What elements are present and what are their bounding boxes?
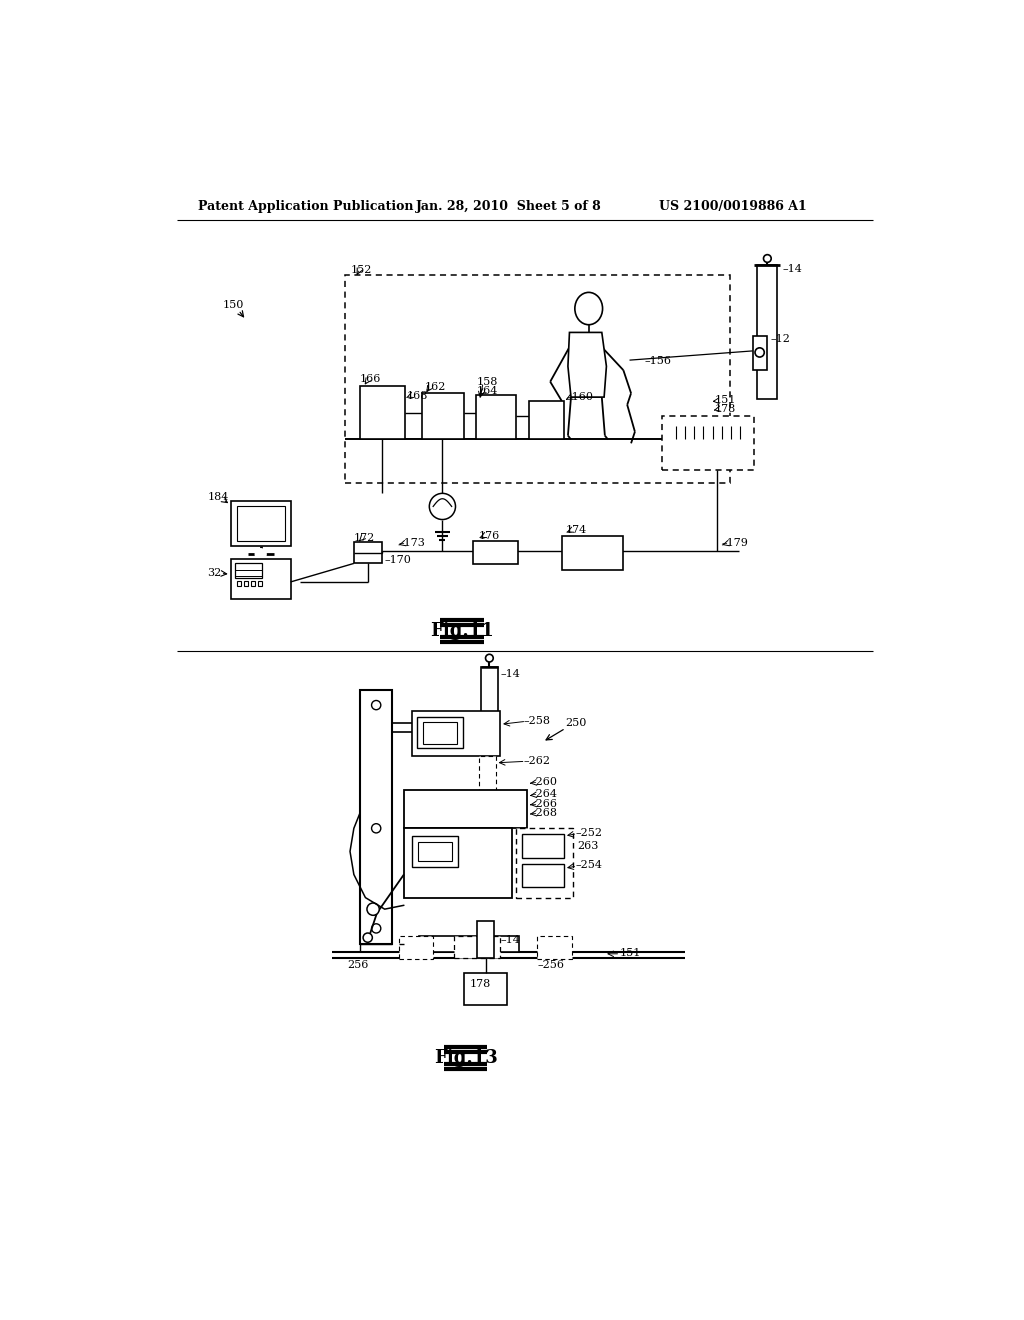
Bar xyxy=(244,581,249,586)
Circle shape xyxy=(429,494,456,520)
Text: 256: 256 xyxy=(348,961,369,970)
Text: –256: –256 xyxy=(538,961,564,970)
Bar xyxy=(521,863,564,887)
Text: –14: –14 xyxy=(500,669,520,680)
Bar xyxy=(412,836,458,867)
Circle shape xyxy=(755,348,764,358)
Circle shape xyxy=(255,548,267,560)
Circle shape xyxy=(364,933,373,942)
Text: 158: 158 xyxy=(477,376,499,387)
Text: 178: 178 xyxy=(714,404,735,413)
Bar xyxy=(251,581,255,586)
Text: 168: 168 xyxy=(407,391,428,400)
Bar xyxy=(662,416,755,470)
Text: 184: 184 xyxy=(208,492,229,502)
Text: US 2100/0019886 A1: US 2100/0019886 A1 xyxy=(658,199,807,213)
Circle shape xyxy=(485,655,494,663)
Bar xyxy=(360,689,392,944)
Bar xyxy=(477,921,494,958)
Text: –173: –173 xyxy=(398,539,425,548)
Text: –266: –266 xyxy=(531,799,558,809)
Text: –170: –170 xyxy=(385,556,412,565)
Bar xyxy=(753,335,767,370)
Bar xyxy=(538,936,571,960)
Bar xyxy=(419,936,519,952)
Bar xyxy=(360,385,404,440)
Text: 250: 250 xyxy=(565,718,587,727)
Bar xyxy=(418,842,452,861)
Text: –156: –156 xyxy=(645,356,672,366)
Text: 164: 164 xyxy=(477,385,499,396)
Text: 174: 174 xyxy=(565,525,587,536)
Text: Fig.11: Fig.11 xyxy=(430,622,494,640)
Bar xyxy=(473,541,518,564)
Bar xyxy=(403,829,512,898)
Bar xyxy=(478,756,496,789)
Bar xyxy=(521,834,564,858)
Circle shape xyxy=(367,903,379,915)
Bar xyxy=(422,393,464,440)
Bar xyxy=(230,502,291,545)
Text: –252: –252 xyxy=(575,828,602,838)
Bar xyxy=(403,789,527,829)
Bar xyxy=(562,536,624,570)
Text: 152: 152 xyxy=(351,265,372,275)
Circle shape xyxy=(372,701,381,710)
Bar xyxy=(230,558,291,599)
Bar xyxy=(412,711,500,756)
Bar xyxy=(236,562,262,578)
Text: 32: 32 xyxy=(208,568,222,578)
Text: –268: –268 xyxy=(531,808,558,818)
Text: Jan. 28, 2010  Sheet 5 of 8: Jan. 28, 2010 Sheet 5 of 8 xyxy=(416,199,601,213)
Text: 166: 166 xyxy=(360,375,381,384)
Text: –262: –262 xyxy=(523,755,550,766)
Text: 151: 151 xyxy=(620,948,641,958)
Polygon shape xyxy=(568,333,606,397)
Text: 150: 150 xyxy=(223,300,245,310)
Circle shape xyxy=(372,824,381,833)
Text: –260: –260 xyxy=(531,777,558,787)
Text: –160: –160 xyxy=(566,392,593,403)
Text: –264: –264 xyxy=(531,789,558,800)
Bar xyxy=(464,973,507,1006)
Text: Patent Application Publication: Patent Application Publication xyxy=(199,199,414,213)
Bar xyxy=(529,401,564,440)
Bar xyxy=(354,543,382,564)
Ellipse shape xyxy=(574,293,602,325)
Bar xyxy=(454,936,500,958)
Text: 263: 263 xyxy=(578,841,599,851)
Text: –254: –254 xyxy=(575,861,602,870)
Bar xyxy=(345,276,730,483)
Text: 178: 178 xyxy=(469,979,490,989)
Bar xyxy=(475,395,515,440)
Circle shape xyxy=(764,255,771,263)
Bar xyxy=(398,936,433,960)
Text: –12: –12 xyxy=(770,334,791,345)
Bar xyxy=(515,829,573,898)
Bar xyxy=(423,722,457,743)
Text: Fig.13: Fig.13 xyxy=(433,1049,498,1067)
Bar xyxy=(481,667,498,734)
Bar xyxy=(237,506,285,541)
Text: 172: 172 xyxy=(354,533,375,543)
Text: –14: –14 xyxy=(500,935,520,945)
Text: –179: –179 xyxy=(722,539,749,548)
Bar xyxy=(417,718,463,748)
Bar xyxy=(258,581,262,586)
Bar xyxy=(758,264,777,400)
Text: 162: 162 xyxy=(425,381,446,392)
Text: 151: 151 xyxy=(714,395,735,405)
Bar xyxy=(237,581,242,586)
Text: –14: –14 xyxy=(782,264,803,273)
Circle shape xyxy=(372,924,381,933)
Text: –258: –258 xyxy=(523,715,550,726)
Text: 176: 176 xyxy=(478,531,500,541)
